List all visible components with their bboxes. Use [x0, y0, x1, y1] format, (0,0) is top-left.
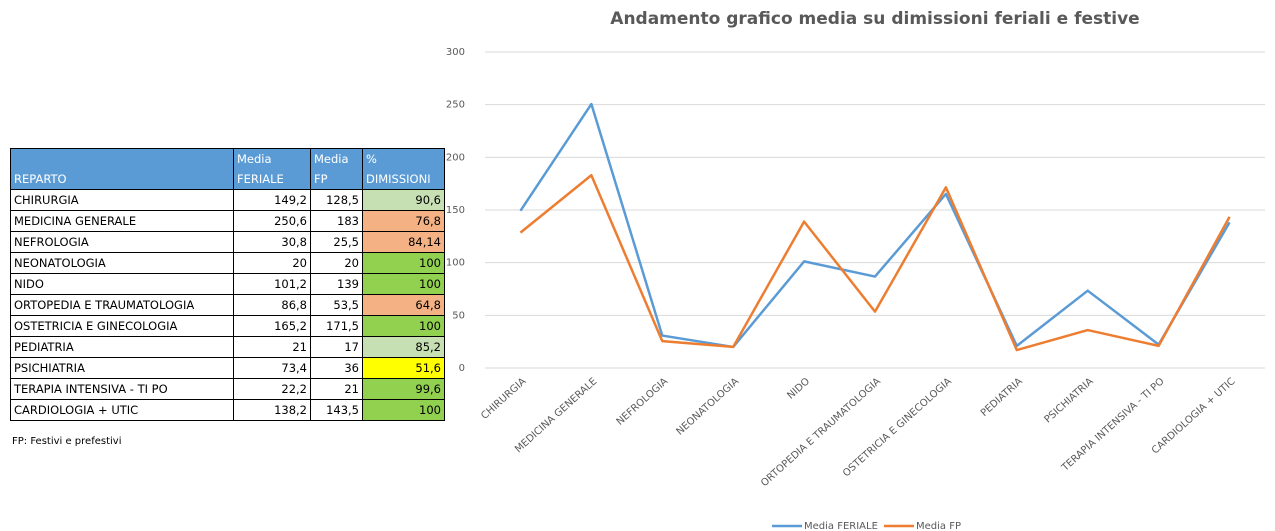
- table-cell: PEDIATRIA: [10, 336, 234, 358]
- x-tick-label: NIDO: [785, 376, 812, 402]
- chart-title: Andamento grafico media su dimissioni fe…: [610, 9, 1139, 29]
- x-tick-label: PEDIATRIA: [979, 376, 1025, 419]
- table-row: PSICHIATRIA 73,4 36 51,6: [10, 357, 445, 379]
- header-cell: REPARTO: [10, 148, 234, 190]
- table-cell: 64,8: [362, 294, 445, 316]
- table-cell: MEDICINA GENERALE: [10, 210, 234, 232]
- x-tick-label: PSICHIATRIA: [1043, 376, 1096, 426]
- table-cell: 99,6: [362, 378, 445, 400]
- y-tick-label: 250: [446, 100, 465, 111]
- table-cell: CHIRURGIA: [10, 189, 234, 211]
- y-tick-label: 50: [452, 310, 465, 321]
- line-series: [519, 173, 1231, 352]
- table-cell: 85,2: [362, 336, 445, 358]
- x-tick-label: ORTOPEDIA E TRAUMATOLOGIA: [759, 376, 883, 489]
- table-cell: 100: [362, 315, 445, 337]
- line-series: [519, 102, 1231, 349]
- x-tick-label: CHIRURGIA: [479, 376, 528, 422]
- header-row: REPARTO Media FERIALE Media FP% DIMISSIONI: [10, 148, 445, 190]
- x-tick-label: NEFROLOGIA: [615, 376, 671, 428]
- table-cell: 143,5: [310, 399, 363, 421]
- table-cell: 171,5: [310, 315, 363, 337]
- table-row: NEONATOLOGIA 20 20 100: [10, 252, 445, 274]
- table-cell: 36: [310, 357, 363, 379]
- y-tick-label: 300: [446, 47, 465, 58]
- table-cell: 51,6: [362, 357, 445, 379]
- footnote: FP: Festivi e prefestivi: [12, 436, 122, 447]
- legend-label: Media FP: [916, 521, 961, 531]
- table-cell: 100: [362, 252, 445, 274]
- header-cell: Media FP: [310, 148, 363, 190]
- table-row: CHIRURGIA 149,2 128,5 90,6: [10, 189, 445, 211]
- table-row: NEFROLOGIA 30,8 25,5 84,14: [10, 231, 445, 253]
- x-tick-label: CARDIOLOGIA + UTIC: [1150, 376, 1238, 456]
- table-row: OSTETRICIA E GINECOLOGIA 165,2 171,5 100: [10, 315, 445, 337]
- table-cell: PSICHIATRIA: [10, 357, 234, 379]
- y-tick-label: 100: [446, 258, 465, 269]
- table-cell: 165,2: [233, 315, 311, 337]
- table-cell: 84,14: [362, 231, 445, 253]
- x-tick-label: NEONATOLOGIA: [675, 376, 742, 438]
- y-tick-label: 200: [446, 152, 465, 163]
- data-table: REPARTO Media FERIALE Media FP% DIMISSIONI…: [10, 148, 445, 421]
- table-cell: 100: [362, 399, 445, 421]
- table-cell: 138,2: [233, 399, 311, 421]
- y-tick-label: 0: [459, 363, 465, 374]
- table-row: CARDIOLOGIA + UTIC 138,2 143,5 100: [10, 399, 445, 421]
- y-tick-label: 150: [446, 205, 465, 216]
- table-cell: 76,8: [362, 210, 445, 232]
- header-cell: % DIMISSIONI: [362, 148, 445, 190]
- table-row: NIDO 101,2 139 100: [10, 273, 445, 295]
- table-cell: CARDIOLOGIA + UTIC: [10, 399, 234, 421]
- table-cell: 139: [310, 273, 363, 295]
- legend-label: Media FERIALE: [804, 521, 878, 531]
- x-tick-label: MEDICINA GENERALE: [513, 376, 599, 455]
